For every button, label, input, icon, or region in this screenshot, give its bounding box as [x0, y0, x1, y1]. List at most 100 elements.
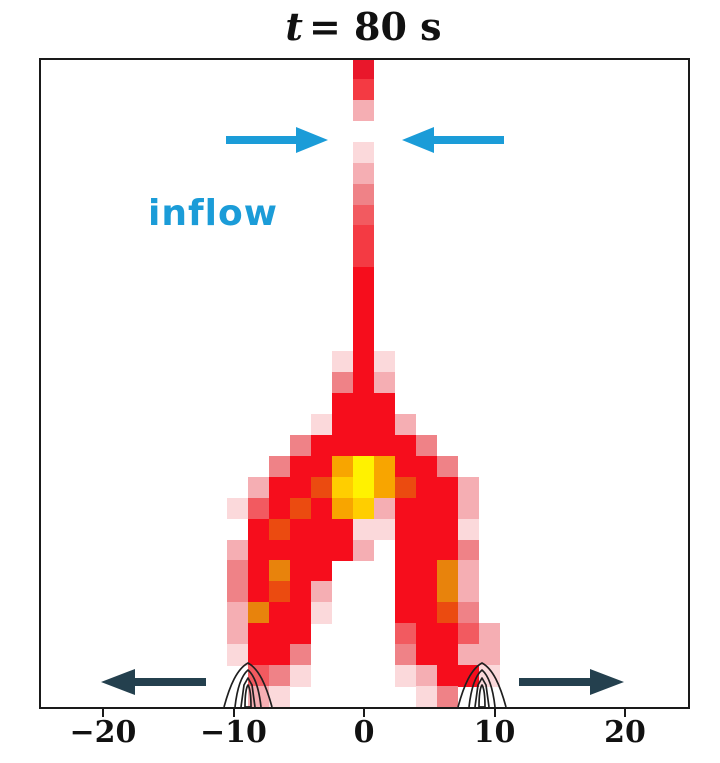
heatmap-cell: [331, 434, 353, 457]
heatmap-cell: [415, 686, 437, 708]
heatmap-cell: [352, 518, 374, 540]
heatmap-cell: [226, 623, 248, 645]
heatmap-cell: [394, 623, 416, 645]
heatmap-cell: [352, 351, 374, 373]
heatmap-cell: [289, 539, 311, 561]
footpoint-contour-left-icon: [223, 662, 273, 707]
heatmap-cell: [394, 665, 416, 687]
heatmap-cell: [268, 518, 290, 540]
heatmap-cell: [289, 497, 311, 520]
heatmap-cell: [394, 455, 416, 478]
heatmap-cell: [268, 497, 290, 520]
heatmap-cell: [415, 497, 437, 520]
heatmap-cell: [394, 413, 416, 436]
heatmap-cell: [331, 539, 353, 561]
heatmap-cell: [436, 581, 458, 603]
heatmap-cell: [310, 539, 332, 561]
heatmap-cell: [415, 644, 437, 666]
x-tick-mark: [102, 707, 104, 717]
heatmap-cell: [289, 644, 311, 666]
heatmap-cell: [436, 455, 458, 478]
heatmap-cell: [268, 455, 290, 478]
heatmap-cell: [457, 476, 479, 499]
plot-title: t = 80 s: [39, 4, 688, 49]
inflow-label: inflow: [148, 193, 278, 234]
heatmap-cell: [331, 476, 353, 499]
heatmap-cell: [247, 560, 269, 582]
heatmap-cell: [373, 497, 395, 520]
heatmap-cell: [436, 560, 458, 582]
heatmap-cell: [394, 497, 416, 520]
x-tick-label: −20: [69, 715, 137, 750]
heatmap-cell: [268, 665, 290, 687]
heatmap-cell: [331, 392, 353, 415]
heatmap-cell: [247, 602, 269, 624]
x-tick-label: 10: [473, 715, 516, 750]
heatmap-cell: [373, 413, 395, 436]
inflow-arrow-right-icon: [402, 127, 504, 153]
x-tick-mark: [493, 707, 496, 717]
heatmap-cell: [247, 476, 269, 499]
heatmap-cell: [478, 644, 500, 666]
heatmap-cell: [352, 141, 374, 164]
heatmap-cell: [415, 476, 437, 499]
heatmap-cell: [373, 476, 395, 499]
heatmap-cell: [415, 602, 437, 624]
heatmap-cell: [268, 476, 290, 499]
heatmap-cell: [352, 309, 374, 331]
heatmap-cell: [247, 581, 269, 603]
heatmap-cell: [247, 497, 269, 520]
x-tick-mark: [232, 707, 235, 717]
heatmap-cell: [310, 476, 332, 499]
heatmap-cell: [310, 455, 332, 478]
heatmap-cell: [268, 581, 290, 603]
heatmap-cell: [394, 602, 416, 624]
heatmap-cell: [457, 518, 479, 540]
heatmap-cell: [352, 330, 374, 352]
heatmap-cell: [415, 560, 437, 582]
heatmap-cell: [352, 225, 374, 247]
heatmap-cell: [268, 644, 290, 666]
heatmap-cell: [415, 518, 437, 540]
heatmap-cell: [289, 581, 311, 603]
heatmap-cell: [331, 351, 353, 373]
heatmap-cell: [289, 476, 311, 499]
heatmap-cell: [352, 497, 374, 520]
heatmap-cell: [310, 434, 332, 457]
heatmap-cell: [226, 497, 248, 520]
heatmap-cell: [415, 581, 437, 603]
heatmap-cell: [247, 518, 269, 540]
title-value: = 80 s: [308, 4, 442, 49]
heatmap-cell: [289, 455, 311, 478]
heatmap-cell: [415, 455, 437, 478]
heatmap-cell: [352, 372, 374, 394]
heatmap-cell: [226, 560, 248, 582]
heatmap-cell: [373, 351, 395, 373]
heatmap-cell: [352, 162, 374, 185]
heatmap-cell: [310, 581, 332, 603]
heatmap-cell: [394, 476, 416, 499]
heatmap-cell: [352, 392, 374, 415]
heatmap-cell: [352, 267, 374, 289]
heatmap-cell: [226, 644, 248, 666]
heatmap-cell: [352, 434, 374, 457]
heatmap-cell: [289, 602, 311, 624]
heatmap-cell: [457, 623, 479, 645]
heatmap-cell: [436, 518, 458, 540]
heatmap-cell: [352, 246, 374, 268]
x-tick-mark: [624, 707, 626, 717]
heatmap-cell: [436, 686, 458, 708]
heatmap-cell: [415, 623, 437, 645]
heatmap-cell: [457, 644, 479, 666]
heatmap-cell: [478, 623, 500, 645]
heatmap-cell: [331, 413, 353, 436]
heatmap-cell: [394, 560, 416, 582]
heatmap-cell: [247, 644, 269, 666]
heatmap-cell: [226, 539, 248, 561]
heatmap-cell: [373, 434, 395, 457]
heatmap-cell: [373, 392, 395, 415]
heatmap-cell: [268, 686, 290, 708]
heatmap-cell: [268, 602, 290, 624]
